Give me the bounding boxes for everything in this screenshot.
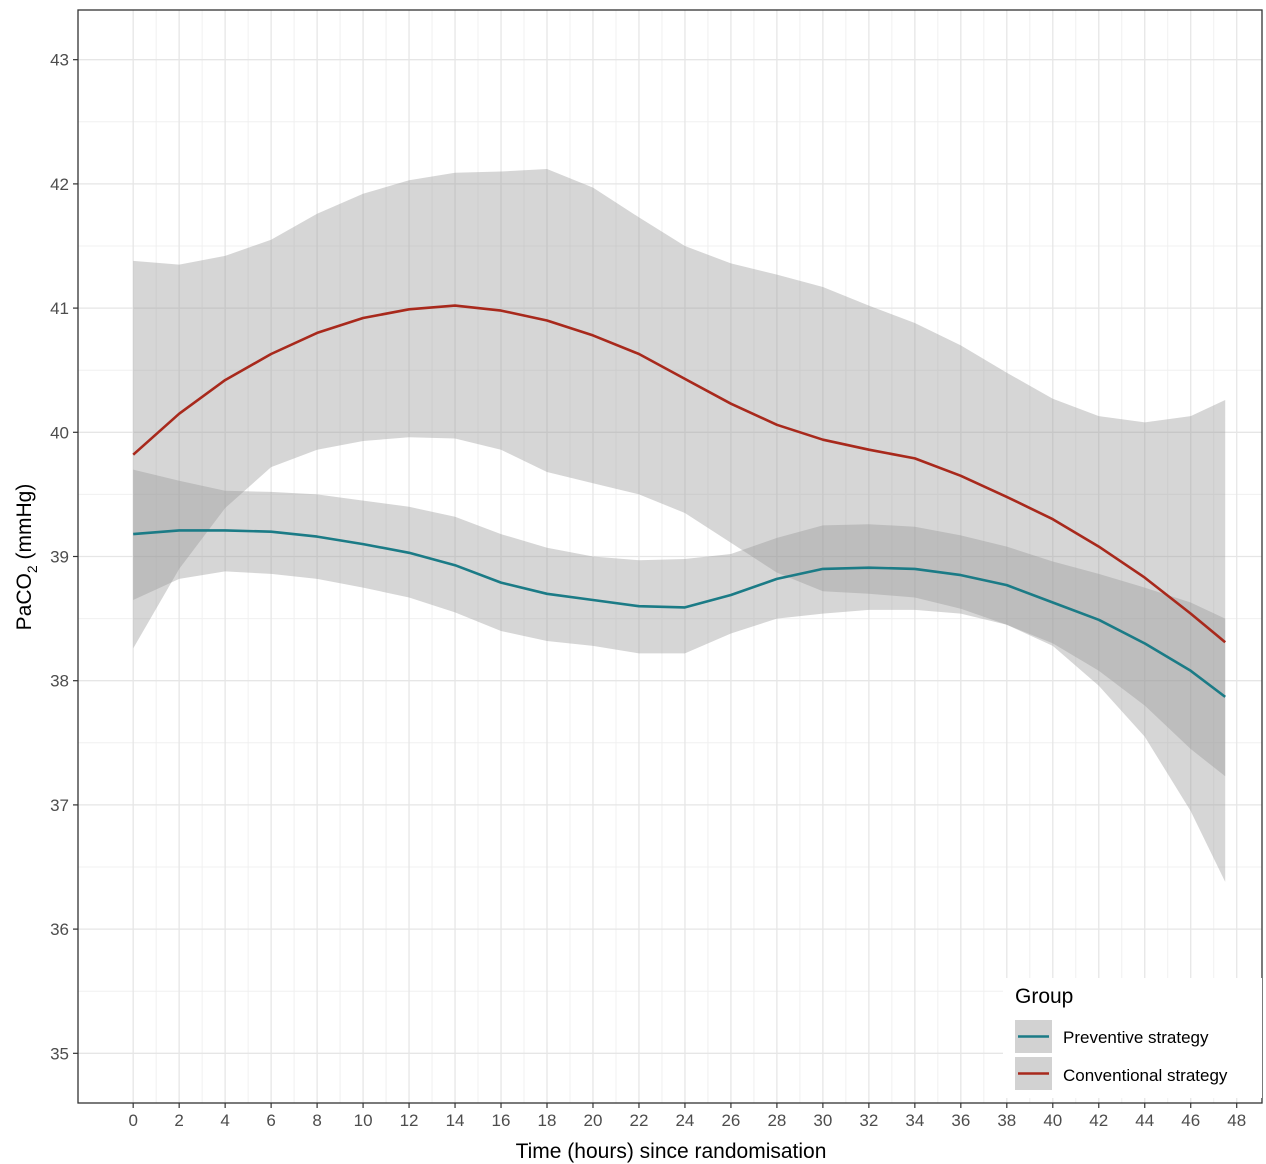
legend-label-preventive: Preventive strategy (1063, 1028, 1209, 1047)
legend-item-conventional: Conventional strategy (1015, 1057, 1228, 1090)
x-tick-label: 42 (1089, 1111, 1108, 1130)
x-tick-label: 6 (266, 1111, 275, 1130)
grid-major (78, 10, 1262, 1103)
series-line-preventive (133, 529, 1226, 698)
x-tick-label: 18 (538, 1111, 557, 1130)
x-axis: 0 2 4 6 8 10 12 14 16 18 20 22 24 26 28 30 32 34 36 38 40 42 4… (128, 1103, 1246, 1130)
y-tick-label: 40 (50, 423, 69, 442)
y-axis-title: PaCO2 (mmHg) (13, 484, 40, 631)
x-tick-label: 32 (859, 1111, 878, 1130)
x-tick-label: 34 (905, 1111, 924, 1130)
y-tick-label: 43 (50, 51, 69, 70)
y-tick-label: 39 (50, 548, 69, 567)
y-axis-title-main: PaCO (13, 573, 36, 630)
y-tick-label: 42 (50, 175, 69, 194)
legend-item-preventive: Preventive strategy (1015, 1020, 1209, 1053)
x-tick-label: 26 (721, 1111, 740, 1130)
y-axis: 35 36 37 38 39 40 41 42 43 (50, 51, 78, 1063)
series-line-conventional (132, 304, 1227, 644)
y-tick-label: 37 (50, 796, 69, 815)
y-tick-label: 41 (50, 299, 69, 318)
confidence-band-conventional (133, 169, 1226, 882)
series-lines (132, 304, 1227, 698)
confidence-ribbons (133, 169, 1226, 882)
x-tick-label: 10 (354, 1111, 373, 1130)
x-tick-label: 40 (1043, 1111, 1062, 1130)
y-axis-title-unit: (mmHg) (13, 484, 36, 566)
x-tick-label: 24 (675, 1111, 694, 1130)
x-tick-label: 12 (400, 1111, 419, 1130)
x-tick-label: 2 (174, 1111, 183, 1130)
x-tick-label: 8 (312, 1111, 321, 1130)
x-tick-label: 28 (767, 1111, 786, 1130)
x-tick-label: 38 (997, 1111, 1016, 1130)
x-tick-label: 30 (813, 1111, 832, 1130)
x-tick-label: 22 (630, 1111, 649, 1130)
x-tick-label: 46 (1181, 1111, 1200, 1130)
x-tick-label: 16 (492, 1111, 511, 1130)
y-tick-label: 36 (50, 920, 69, 939)
x-tick-label: 20 (584, 1111, 603, 1130)
x-tick-label: 14 (446, 1111, 465, 1130)
confidence-band-preventive (133, 469, 1226, 777)
x-tick-label: 36 (951, 1111, 970, 1130)
x-tick-label: 4 (220, 1111, 229, 1130)
legend: Group Preventive strategy Conventional s… (1003, 978, 1262, 1098)
x-tick-label: 48 (1227, 1111, 1246, 1130)
x-axis-title: Time (hours) since randomisation (516, 1140, 827, 1163)
y-axis-title-subscript: 2 (24, 565, 40, 573)
x-tick-label: 44 (1135, 1111, 1154, 1130)
y-tick-label: 38 (50, 672, 69, 691)
x-tick-label: 0 (128, 1111, 137, 1130)
legend-label-conventional: Conventional strategy (1063, 1066, 1228, 1085)
y-tick-label: 35 (50, 1044, 69, 1063)
legend-title: Group (1015, 985, 1073, 1008)
